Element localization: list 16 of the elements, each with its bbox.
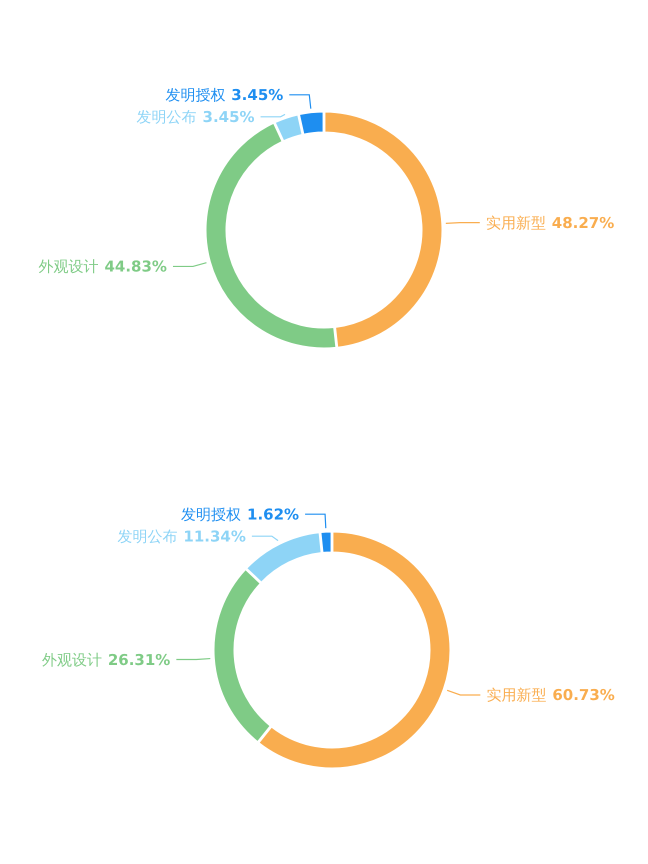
slice-label: 外观设计 — [38, 258, 98, 276]
slice-label: 发明授权 — [181, 505, 242, 524]
slice-label: 实用新型 — [486, 686, 546, 704]
data-label: 60.73% — [552, 686, 615, 704]
data-label: 3.45% — [202, 108, 255, 126]
slice-label: 发明授权 — [165, 86, 226, 104]
slice-label: 实用新型 — [486, 214, 546, 232]
slice-label: 外观设计 — [42, 650, 102, 669]
slice-label: 发明公布 — [117, 527, 178, 546]
data-label: 3.45% — [231, 86, 284, 104]
data-label: 48.27% — [552, 214, 614, 232]
data-label: 26.31% — [108, 650, 170, 669]
data-label: 1.62% — [247, 505, 300, 524]
slice-label: 发明公布 — [136, 108, 197, 126]
data-label: 44.83% — [104, 258, 167, 276]
data-label: 11.34% — [183, 527, 246, 546]
